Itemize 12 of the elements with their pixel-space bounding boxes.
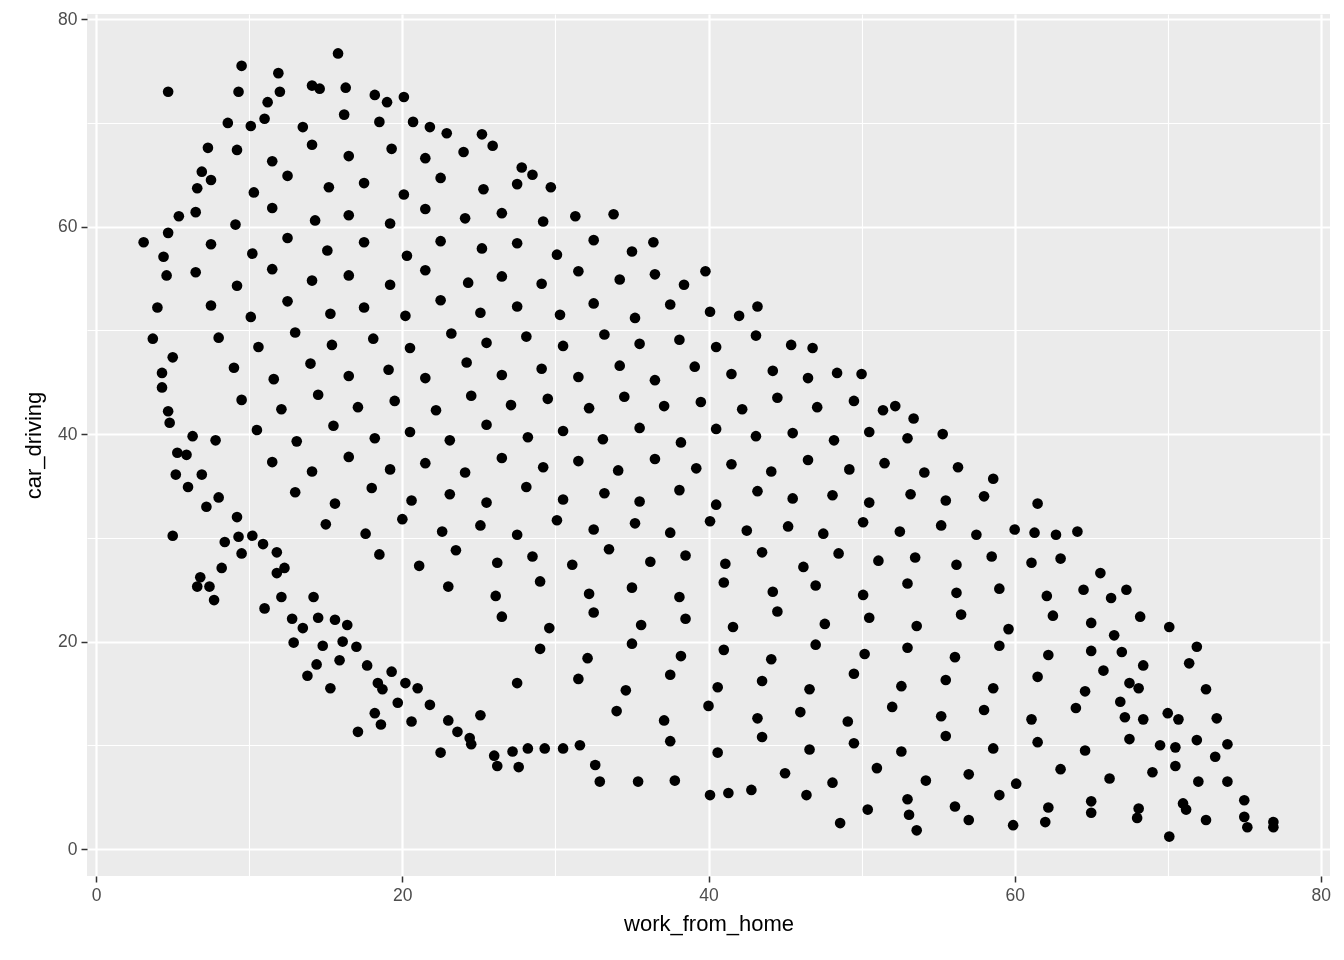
y-tick-label: 20: [58, 631, 78, 652]
x-tick-label: 40: [699, 884, 719, 905]
x-tick-label: 20: [393, 884, 413, 905]
x-axis-title: work_from_home: [623, 911, 794, 936]
y-tick-label: 80: [58, 8, 78, 29]
y-axis-title: car_driving: [21, 391, 47, 500]
x-tick-label: 0: [91, 884, 102, 905]
y-tick-label: 40: [58, 423, 78, 444]
x-tick-label: 60: [1005, 884, 1026, 905]
y-tick-label: 0: [67, 838, 78, 859]
x-tick-label: 80: [1311, 884, 1332, 905]
y-tick-label: 60: [58, 216, 78, 237]
